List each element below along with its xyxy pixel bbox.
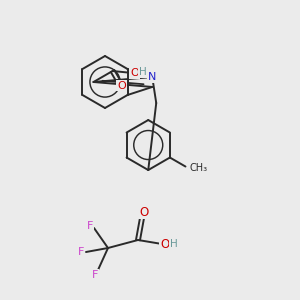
Text: O: O (117, 81, 126, 91)
Text: N: N (148, 72, 156, 82)
Text: CH₃: CH₃ (190, 163, 208, 172)
Text: H: H (139, 67, 146, 77)
Text: O: O (130, 68, 139, 78)
Text: F: F (87, 221, 93, 231)
Text: F: F (92, 270, 98, 280)
Text: O: O (160, 238, 169, 251)
Text: F: F (78, 247, 84, 257)
Text: O: O (140, 206, 148, 218)
Text: H: H (170, 239, 178, 249)
